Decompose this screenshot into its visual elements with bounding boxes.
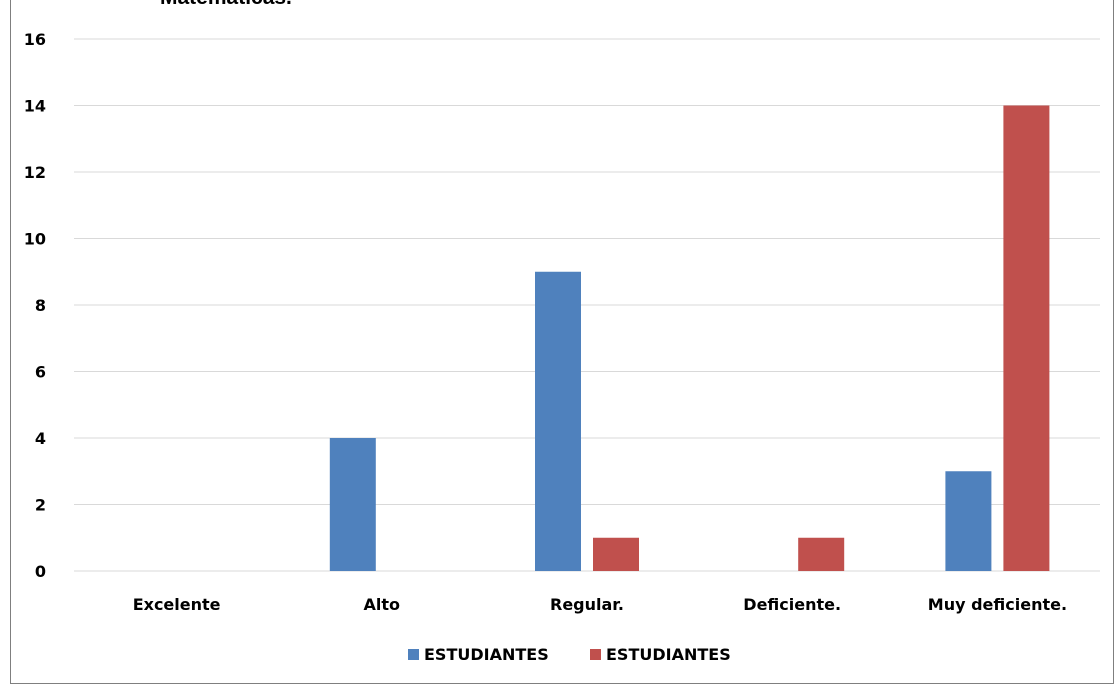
bar-blue-5: [945, 471, 992, 571]
bar-blue-3: [535, 271, 581, 571]
y-tick-label: 10: [24, 230, 46, 249]
y-tick-label: 8: [35, 296, 46, 315]
legend-swatch: [408, 649, 419, 660]
bars: [329, 105, 1050, 571]
gridlines: [74, 38, 1100, 572]
y-tick-label: 12: [24, 163, 46, 182]
category-label: Excelente: [133, 595, 221, 614]
category-label: Muy deficiente.: [928, 595, 1067, 614]
category-label: Deficiente.: [743, 595, 841, 614]
y-tick-label: 2: [35, 496, 46, 515]
y-tick-label: 0: [35, 562, 46, 581]
category-label: Regular.: [550, 595, 624, 614]
y-tick-label: 4: [35, 429, 46, 448]
bar-red-4: [798, 537, 845, 571]
x-axis-categories: Excelente Alto Regular. Deficiente. Muy defi…: [133, 595, 1067, 614]
y-tick-label: 16: [24, 30, 46, 49]
legend-label: ESTUDIANTES: [606, 645, 731, 664]
category-label: Alto: [364, 595, 401, 614]
chart-title: Matemáticas.: [160, 0, 292, 10]
bar-red-5: [1003, 105, 1050, 571]
legend-swatch: [590, 649, 601, 660]
legend-label: ESTUDIANTES: [424, 645, 549, 664]
legend: ESTUDIANTES ESTUDIANTES: [408, 645, 731, 664]
y-tick-label: 6: [35, 363, 46, 382]
bar-blue-2: [329, 438, 376, 571]
y-tick-label: 14: [24, 97, 46, 116]
bar-red-3: [593, 537, 639, 571]
y-axis-ticks: 0 2 4 6 8 10 12 14 16: [24, 30, 46, 581]
